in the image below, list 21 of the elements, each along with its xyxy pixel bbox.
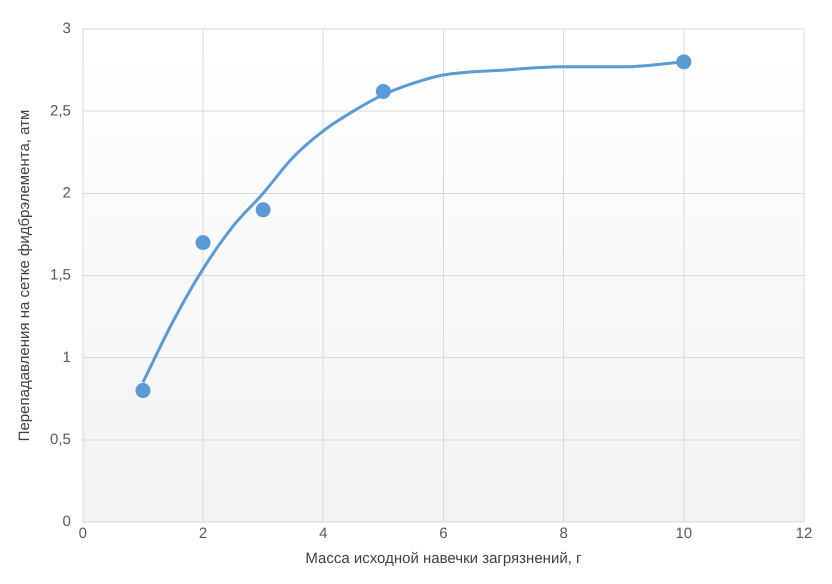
point <box>256 202 271 218</box>
y-tick-label: 3 <box>62 20 71 38</box>
y-tick-label: 2 <box>62 184 71 202</box>
y-axis-title: Перепадавления на сетке фидбрэлемента, атм <box>16 110 34 442</box>
x-tick-label: 6 <box>439 525 448 542</box>
x-tick-label: 4 <box>319 525 328 542</box>
x-tick-label: 0 <box>78 525 88 542</box>
x-tick-label: 8 <box>559 525 568 542</box>
x-tick-label: 12 <box>796 525 812 542</box>
x-tick-label: 10 <box>675 525 692 542</box>
point <box>376 84 391 99</box>
x-tick-label: 2 <box>198 525 208 542</box>
y-tick-label: 0,5 <box>50 430 71 448</box>
y-tick-label: 0 <box>62 513 71 530</box>
x-axis-title: Масса исходной навечки загрязнений, г <box>305 550 582 568</box>
point <box>135 383 150 398</box>
y-tick-label: 1 <box>62 348 71 366</box>
y-tick-label: 1,5 <box>50 266 71 284</box>
point <box>196 235 211 250</box>
y-tick-label: 2,5 <box>50 102 71 120</box>
point <box>676 54 692 70</box>
